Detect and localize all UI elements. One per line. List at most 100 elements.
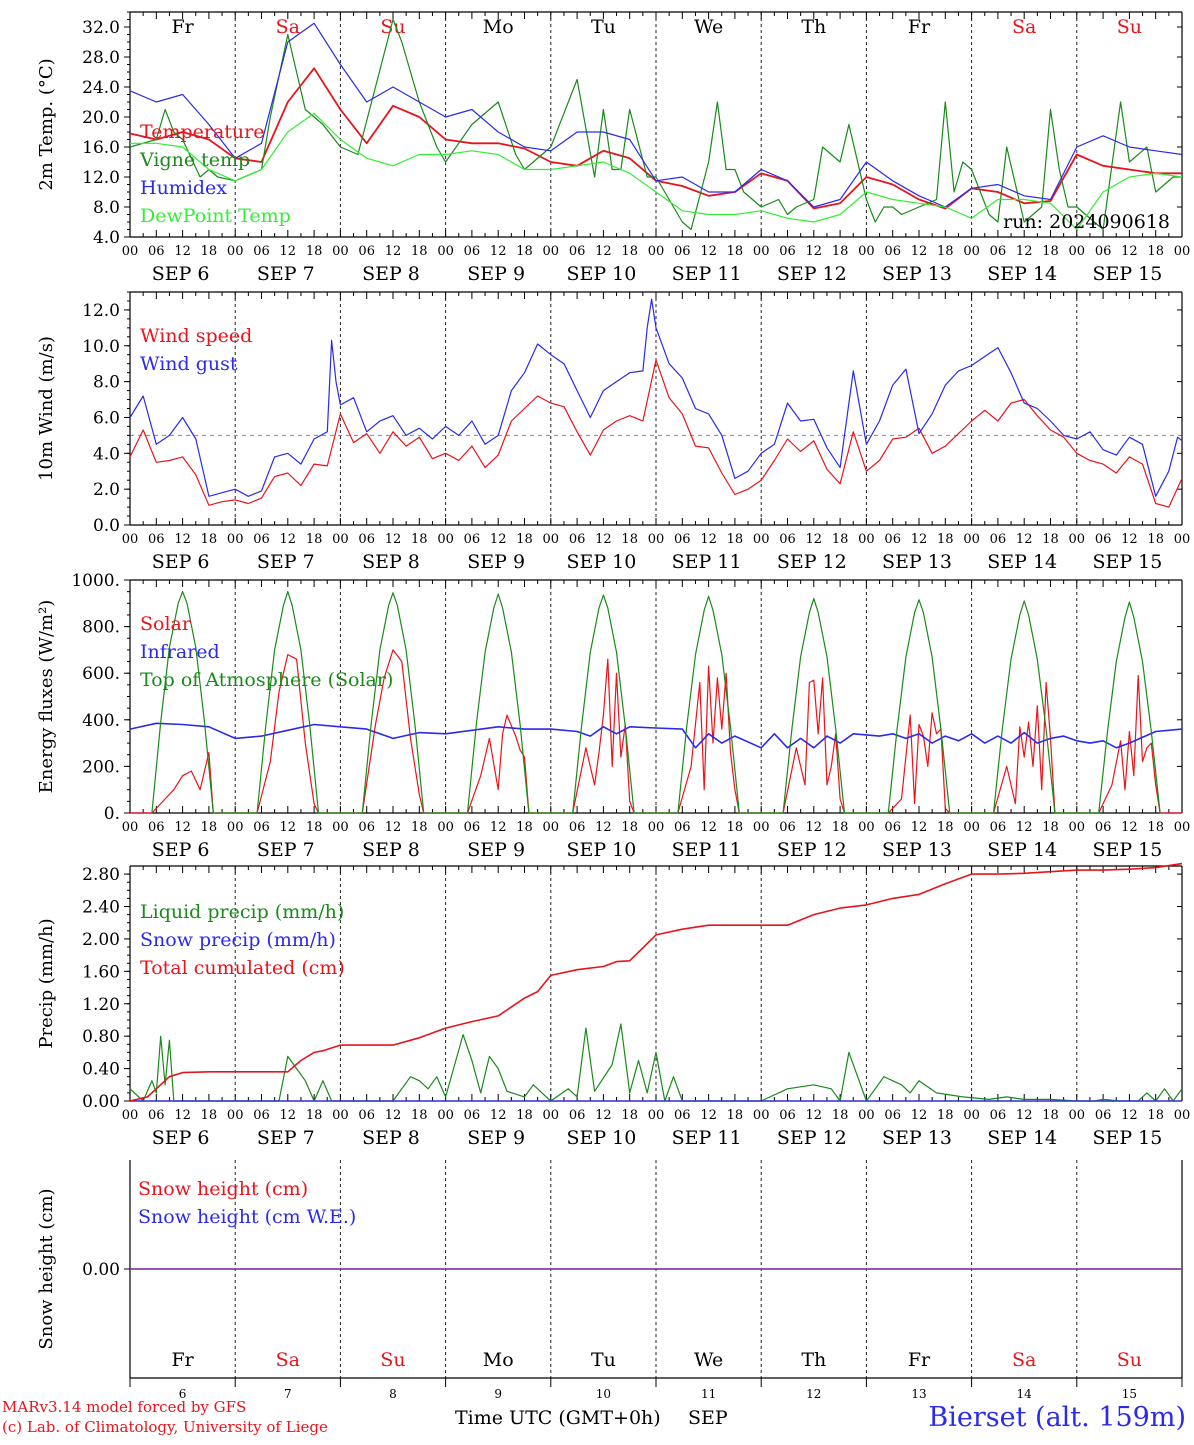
hour-tick-label: 00	[1174, 1108, 1191, 1123]
hour-tick-label: 18	[516, 820, 533, 835]
date-label: SEP 12	[777, 263, 847, 285]
hour-tick-label: 06	[464, 1108, 481, 1123]
y-tick-label: 8.0	[93, 198, 120, 218]
date-label: SEP 14	[987, 263, 1057, 285]
hour-tick-label: 06	[1095, 244, 1112, 259]
legend-entry: Total cumulated (cm)	[140, 957, 345, 979]
series-line	[129, 18, 1182, 231]
y-tick-label: 28.0	[82, 48, 120, 68]
hour-tick-label: 12	[174, 1108, 191, 1123]
date-number: 9	[494, 1387, 502, 1401]
hour-tick-label: 12	[700, 1108, 717, 1123]
y-tick-label: 0.00	[82, 1260, 120, 1280]
precip-panel: 2.80 2.40 2.00 1.60 1.20 0.80 0.40 0.00 Precip (…	[36, 862, 1191, 1149]
hour-tick-label: 12	[595, 244, 612, 259]
hour-tick-label: 06	[464, 820, 481, 835]
date-label: SEP 12	[777, 551, 847, 573]
hour-tick-label: 12	[490, 244, 507, 259]
hour-tick-label: 00	[437, 820, 454, 835]
hour-tick-label: 00	[963, 244, 980, 259]
hour-tick-label: 12	[1121, 820, 1138, 835]
hour-tick-label: 06	[990, 244, 1007, 259]
y-tick-label: 12.0	[82, 301, 120, 321]
hour-tick-label: 12	[911, 820, 928, 835]
hour-tick-label: 00	[122, 820, 139, 835]
hour-tick-label: 06	[464, 532, 481, 547]
hour-tick-label: 06	[358, 532, 375, 547]
hour-tick-label: 18	[937, 820, 954, 835]
hour-tick-label: 06	[569, 244, 586, 259]
hour-tick-label: 00	[227, 820, 244, 835]
date-number: 15	[1122, 1387, 1137, 1401]
model-credit: MARv3.14 model forced by GFS	[2, 1398, 247, 1416]
hour-tick-label: 12	[806, 820, 823, 835]
hour-tick-label: 06	[1095, 1108, 1112, 1123]
hour-tick-label: 18	[201, 532, 218, 547]
hour-tick-label: 18	[1147, 820, 1164, 835]
date-label: SEP 9	[467, 263, 525, 285]
hour-tick-label: 12	[1121, 244, 1138, 259]
hour-tick-label: 12	[1016, 1108, 1033, 1123]
hour-tick-label: 06	[358, 1108, 375, 1123]
hour-tick-label: 18	[727, 532, 744, 547]
hour-tick-label: 06	[674, 532, 691, 547]
hour-tick-label: 18	[727, 1108, 744, 1123]
hour-tick-label: 18	[201, 244, 218, 259]
hour-tick-label: 18	[1147, 1108, 1164, 1123]
hour-tick-label: 18	[1147, 244, 1164, 259]
hour-tick-label: 12	[385, 532, 402, 547]
y-tick-label: 0.80	[82, 1027, 120, 1047]
hour-tick-label: 18	[1042, 1108, 1059, 1123]
hour-tick-label: 06	[253, 1108, 270, 1123]
hour-tick-label: 12	[595, 532, 612, 547]
hour-tick-label: 18	[1042, 820, 1059, 835]
date-label: SEP 13	[882, 263, 952, 285]
hour-tick-label: 00	[543, 244, 560, 259]
hour-tick-label: 00	[1069, 820, 1086, 835]
date-label: SEP 11	[672, 551, 742, 573]
hour-tick-label: 00	[858, 1108, 875, 1123]
y-tick-label: 1.20	[82, 995, 120, 1015]
weekday-label: We	[694, 1349, 723, 1371]
series-line	[129, 298, 1183, 497]
hour-tick-label: 06	[779, 244, 796, 259]
weekday-label: We	[694, 16, 723, 38]
y-tick-label: 24.0	[82, 78, 120, 98]
hour-tick-label: 00	[1069, 532, 1086, 547]
hour-tick-label: 00	[437, 244, 454, 259]
date-label: SEP 9	[467, 839, 525, 861]
hour-tick-label: 00	[227, 244, 244, 259]
date-label: SEP 15	[1092, 551, 1162, 573]
weekday-label: Fr	[171, 16, 194, 38]
hour-tick-label: 06	[148, 1108, 165, 1123]
hour-tick-label: 06	[779, 820, 796, 835]
hour-tick-label: 18	[937, 532, 954, 547]
weekday-label: Su	[1117, 16, 1142, 38]
hour-tick-label: 18	[621, 1108, 638, 1123]
date-number: 14	[1017, 1387, 1033, 1401]
hour-tick-label: 06	[884, 532, 901, 547]
date-label: SEP 9	[467, 551, 525, 573]
hour-tick-label: 00	[543, 1108, 560, 1123]
y-tick-label: 0.	[104, 804, 120, 824]
hour-tick-label: 00	[858, 244, 875, 259]
weekday-label: Mo	[483, 1349, 514, 1371]
legend-entry: Wind speed	[140, 325, 252, 347]
hour-tick-label: 00	[858, 820, 875, 835]
date-number: 7	[284, 1387, 292, 1401]
date-label: SEP 8	[362, 839, 420, 861]
y-tick-label: 10.0	[82, 337, 120, 357]
weekday-label: Su	[380, 16, 405, 38]
date-label: SEP 11	[672, 263, 742, 285]
hour-tick-label: 00	[1174, 532, 1191, 547]
hour-tick-label: 12	[174, 244, 191, 259]
date-label: SEP 8	[362, 263, 420, 285]
hour-tick-label: 12	[174, 532, 191, 547]
hour-tick-label: 00	[332, 532, 349, 547]
hour-tick-label: 00	[332, 820, 349, 835]
hour-tick-label: 00	[332, 244, 349, 259]
hour-tick-label: 06	[464, 244, 481, 259]
date-number: 12	[806, 1387, 821, 1401]
hour-tick-label: 12	[1121, 532, 1138, 547]
hour-tick-label: 12	[280, 1108, 297, 1123]
